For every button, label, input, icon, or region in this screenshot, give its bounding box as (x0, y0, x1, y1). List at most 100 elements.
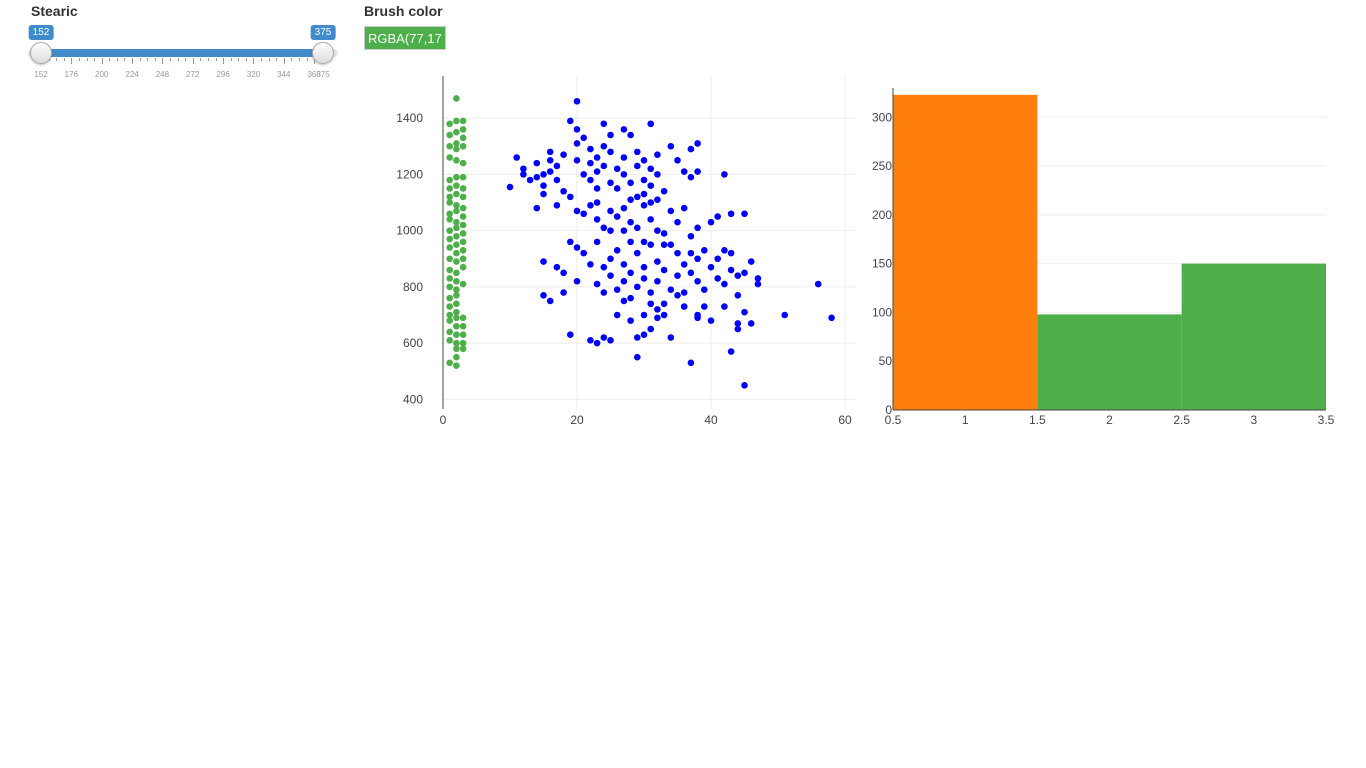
data-point[interactable] (727, 266, 735, 274)
data-point[interactable] (747, 258, 755, 265)
data-point[interactable] (600, 334, 608, 341)
data-point[interactable] (687, 269, 695, 277)
brushed-point[interactable] (446, 154, 453, 161)
brushed-point[interactable] (446, 303, 453, 310)
data-point[interactable] (741, 382, 748, 389)
brushed-point[interactable] (459, 213, 467, 220)
data-point[interactable] (546, 157, 554, 164)
brushed-point[interactable] (453, 353, 460, 361)
data-point[interactable] (573, 97, 581, 105)
data-point[interactable] (640, 202, 648, 209)
data-point[interactable] (701, 286, 708, 293)
brushed-point[interactable] (459, 117, 467, 125)
data-point[interactable] (680, 168, 688, 175)
data-point[interactable] (607, 337, 614, 344)
data-point[interactable] (687, 145, 695, 153)
data-point[interactable] (600, 120, 608, 128)
data-point[interactable] (613, 165, 621, 173)
brushed-point[interactable] (459, 331, 467, 338)
histogram-bar[interactable] (1037, 314, 1182, 410)
histogram-bar[interactable] (1181, 263, 1326, 410)
data-point[interactable] (680, 303, 688, 310)
brushed-point[interactable] (459, 255, 467, 263)
data-point[interactable] (694, 277, 701, 285)
brushed-point[interactable] (446, 244, 453, 251)
brushed-point[interactable] (446, 216, 453, 223)
data-point[interactable] (607, 131, 614, 139)
data-point[interactable] (714, 275, 721, 282)
data-point[interactable] (694, 314, 701, 322)
data-point[interactable] (640, 176, 648, 184)
data-point[interactable] (721, 303, 728, 310)
brushed-point[interactable] (453, 249, 460, 257)
data-point[interactable] (640, 331, 648, 338)
data-point[interactable] (647, 165, 654, 173)
data-point[interactable] (687, 249, 695, 257)
data-point[interactable] (573, 277, 581, 285)
data-point[interactable] (627, 131, 634, 139)
brushed-point[interactable] (446, 311, 453, 319)
brushed-point[interactable] (459, 339, 467, 347)
data-point[interactable] (634, 353, 641, 361)
brushed-point[interactable] (446, 275, 453, 282)
brushed-point[interactable] (446, 176, 453, 184)
brushed-point[interactable] (453, 286, 460, 293)
data-point[interactable] (687, 359, 695, 367)
data-point[interactable] (654, 314, 661, 322)
brushed-point[interactable] (446, 266, 453, 274)
data-point[interactable] (620, 171, 628, 178)
data-point[interactable] (654, 258, 661, 265)
data-point[interactable] (741, 210, 748, 218)
data-point[interactable] (687, 232, 695, 240)
data-point[interactable] (640, 275, 648, 282)
histogram-plot[interactable]: 0 50 100 150 200 250 300 0.5 1 1.5 2 2.5 3 3.5 (865, 72, 1341, 432)
data-point[interactable] (546, 148, 554, 156)
data-point[interactable] (634, 193, 641, 201)
data-point[interactable] (573, 157, 581, 164)
brushed-point[interactable] (446, 131, 453, 139)
data-point[interactable] (573, 244, 581, 251)
data-point[interactable] (533, 159, 541, 167)
data-point[interactable] (587, 176, 594, 184)
brushed-point[interactable] (453, 314, 460, 322)
brushed-point[interactable] (446, 193, 453, 201)
brushed-point[interactable] (453, 362, 460, 369)
data-point[interactable] (727, 348, 735, 355)
data-point[interactable] (627, 218, 634, 226)
brushed-point[interactable] (453, 300, 460, 308)
brushed-point[interactable] (459, 204, 467, 212)
data-point[interactable] (660, 241, 668, 248)
data-point[interactable] (647, 120, 654, 128)
brushed-point[interactable] (446, 255, 453, 263)
data-point[interactable] (727, 210, 735, 218)
data-point[interactable] (587, 159, 594, 167)
data-point[interactable] (680, 289, 688, 296)
brushed-point[interactable] (446, 337, 453, 344)
data-point[interactable] (627, 179, 634, 187)
data-point[interactable] (741, 308, 748, 316)
brushed-point[interactable] (453, 331, 460, 338)
brushed-point[interactable] (459, 230, 467, 237)
brushed-point[interactable] (453, 140, 460, 147)
brushed-point[interactable] (453, 277, 460, 285)
brushed-point[interactable] (446, 210, 453, 218)
data-point[interactable] (607, 255, 614, 263)
data-point[interactable] (654, 171, 661, 178)
data-point[interactable] (647, 199, 654, 206)
data-point[interactable] (680, 261, 688, 268)
data-point[interactable] (674, 272, 681, 279)
data-point[interactable] (721, 280, 728, 288)
data-point[interactable] (593, 216, 601, 223)
data-point[interactable] (580, 171, 587, 178)
data-point[interactable] (613, 185, 621, 192)
data-point[interactable] (540, 182, 547, 189)
brushed-point[interactable] (446, 235, 453, 243)
data-point[interactable] (707, 218, 715, 226)
brushed-point[interactable] (453, 95, 460, 102)
data-point[interactable] (714, 213, 721, 220)
data-point[interactable] (627, 317, 634, 324)
brushed-point[interactable] (453, 128, 460, 136)
data-point[interactable] (533, 173, 541, 181)
data-point[interactable] (580, 134, 587, 142)
data-point[interactable] (620, 277, 628, 285)
